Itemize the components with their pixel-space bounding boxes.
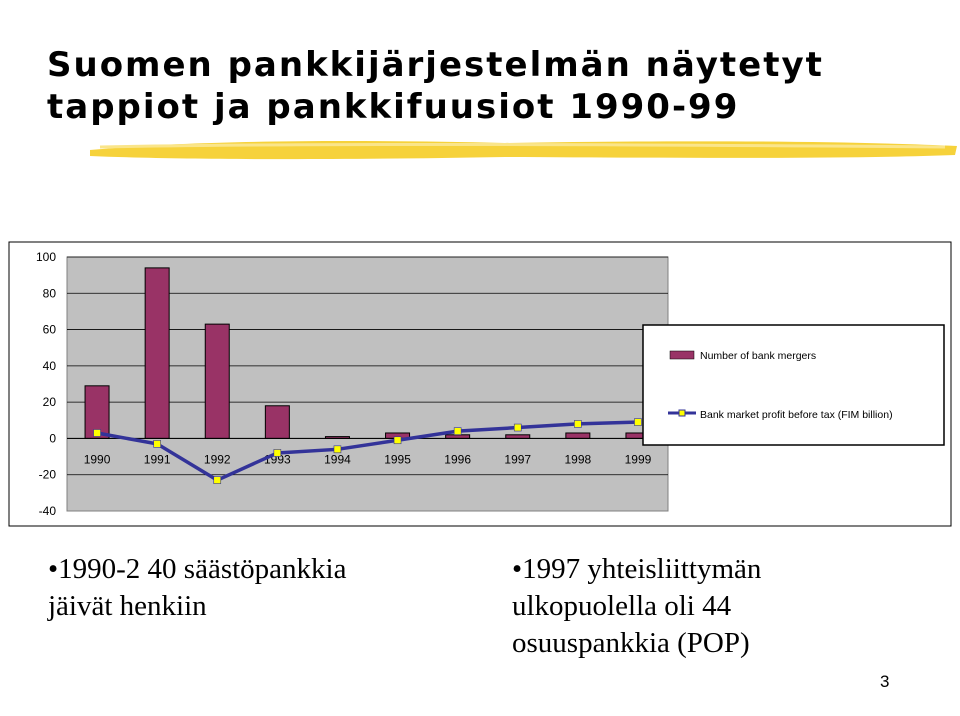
x-tick-label: 1990 <box>84 452 111 466</box>
bar <box>505 434 531 439</box>
legend-box <box>642 324 945 446</box>
x-tick-label: 1997 <box>504 452 531 466</box>
y-tick-label: -40 <box>39 504 57 518</box>
line-marker <box>513 423 522 432</box>
line-series <box>96 420 639 483</box>
line-marker <box>93 429 101 437</box>
line-marker <box>393 436 402 445</box>
legend: Number of bank mergers Bank market profi… <box>642 324 945 446</box>
legend-swatch-bars <box>669 350 695 360</box>
page-number: 3 <box>880 672 890 691</box>
bar <box>144 267 170 439</box>
legend-swatch-marker <box>678 409 686 417</box>
bullet-savings-banks: •1990-2 40 säästöpankkia jäivät henkiin <box>48 551 468 625</box>
line-marker <box>634 418 642 426</box>
bullet2-line1: •1997 yhteisliittymän <box>512 553 762 585</box>
bar <box>264 405 290 439</box>
line-marker <box>153 440 161 448</box>
y-axis-tick-labels: 100 80 60 40 20 0 -20 -40 <box>36 250 56 518</box>
y-tick-label: 0 <box>49 431 56 445</box>
line-marker <box>273 449 282 457</box>
line-marker <box>574 420 582 428</box>
bullet1-line2: jäivät henkiin <box>48 590 207 622</box>
y-tick-label: -20 <box>39 468 57 482</box>
bullet2-line3: osuuspankkia (POP) <box>512 627 750 659</box>
legend-label-line: Bank market profit before tax (FIM billi… <box>700 409 893 421</box>
line-markers <box>93 418 642 484</box>
x-tick-label: 1995 <box>384 452 411 466</box>
brush-stroke-light <box>99 142 946 149</box>
y-tick-label: 60 <box>43 323 57 337</box>
y-tick-label: 100 <box>36 250 56 264</box>
x-tick-label: 1994 <box>324 452 351 466</box>
y-tick-label: 80 <box>43 286 57 300</box>
x-tick-label: 1998 <box>564 452 591 466</box>
x-tick-label: 1992 <box>204 452 231 466</box>
title-line-1: Suomen pankkijärjestelmän näytetyt <box>47 45 824 85</box>
x-tick-label: 1991 <box>144 452 171 466</box>
x-tick-label: 1999 <box>625 452 652 466</box>
line-marker <box>213 476 222 484</box>
legend-label-bars: Number of bank mergers <box>700 350 816 362</box>
slide-title: Suomen pankkijärjestelmän näytetyt tappi… <box>47 44 824 128</box>
bullet1-line1: •1990-2 40 säästöpankkia <box>48 553 347 585</box>
bar <box>204 323 230 439</box>
bullet2-line2: ulkopuolella oli 44 <box>512 590 732 622</box>
y-tick-label: 20 <box>43 395 57 409</box>
y-tick-label: 40 <box>43 359 57 373</box>
line-marker <box>453 427 462 435</box>
title-line-2: tappiot ja pankkifuusiot 1990-99 <box>47 87 740 127</box>
line-marker <box>333 445 342 454</box>
bar <box>565 432 591 439</box>
bullet-cooperative-banks: •1997 yhteisliittymän ulkopuolella oli 4… <box>512 551 912 662</box>
bar <box>445 434 471 439</box>
x-tick-label: 1996 <box>444 452 471 466</box>
title-underline-brush <box>90 141 957 160</box>
